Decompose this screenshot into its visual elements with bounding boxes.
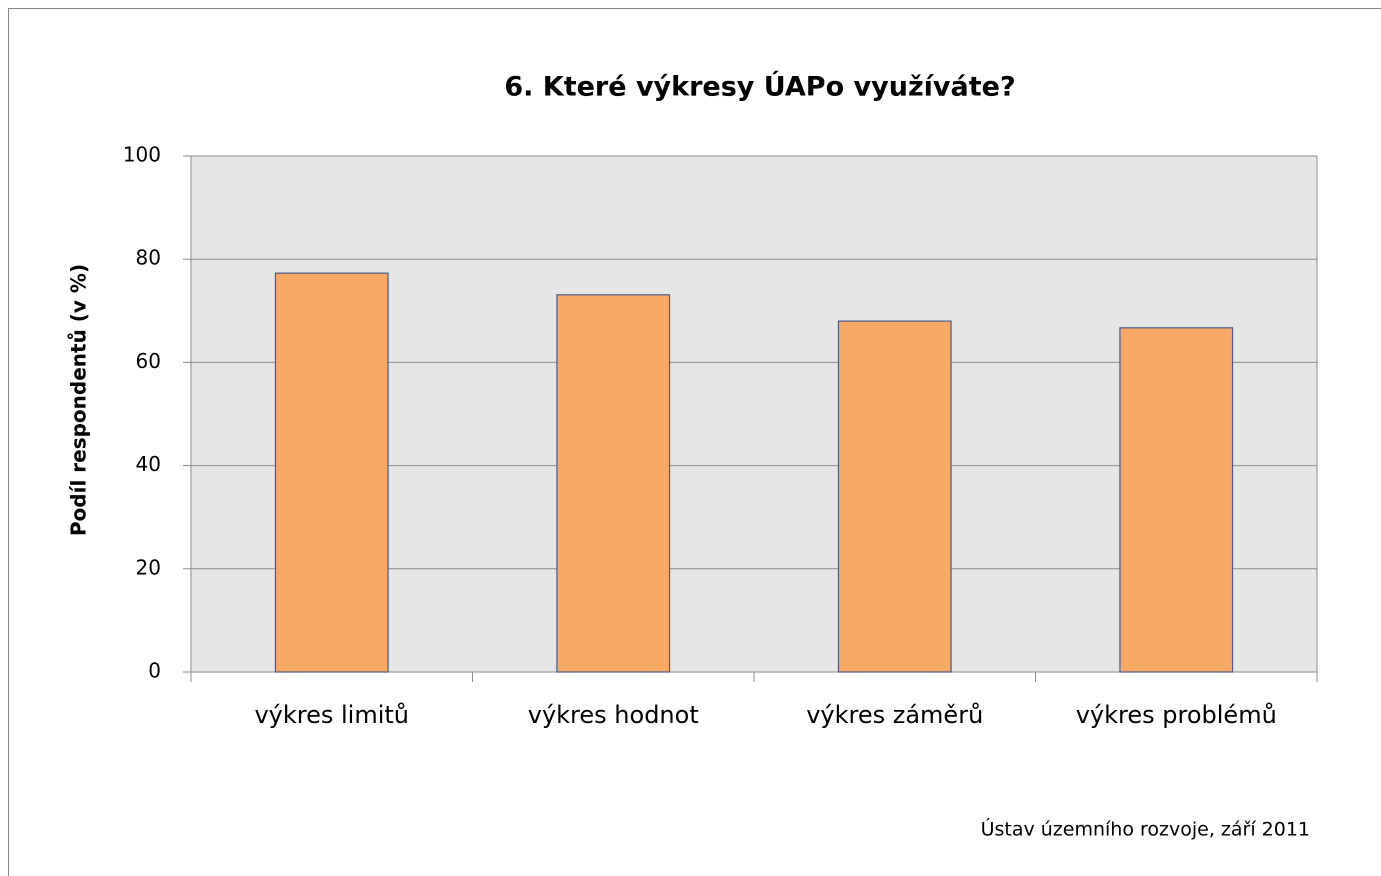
- bar: [1119, 327, 1234, 673]
- x-tick-label: výkres záměrů: [806, 701, 983, 729]
- y-tick-label: 100: [123, 143, 161, 167]
- x-tick-label: výkres hodnot: [528, 701, 699, 729]
- y-axis-label: Podíl respondentů (v %): [67, 264, 91, 536]
- y-tick-label: 40: [136, 452, 161, 476]
- chart-title: 6. Které výkresy ÚAPo využíváte?: [504, 71, 1015, 103]
- bar: [556, 294, 671, 673]
- bar: [274, 272, 389, 673]
- y-tick-label: 20: [136, 555, 161, 579]
- y-tick-label: 0: [148, 659, 161, 683]
- y-tick-label: 60: [136, 349, 161, 373]
- source-note: Ústav územního rozvoje, září 2011: [981, 817, 1310, 841]
- y-tick-label: 80: [136, 246, 161, 270]
- x-tick-label: výkres problémů: [1076, 701, 1277, 729]
- x-tick-label: výkres limitů: [254, 701, 409, 729]
- bar: [837, 320, 952, 673]
